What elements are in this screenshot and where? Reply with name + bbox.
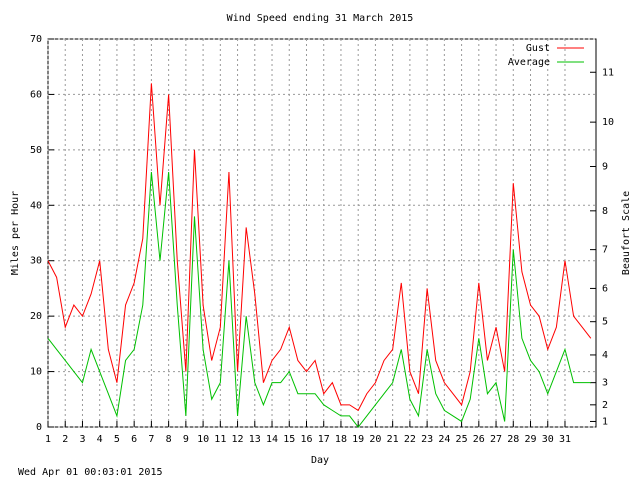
x-tick-label: 28 (507, 434, 519, 445)
x-tick-label: 23 (421, 434, 433, 445)
y2-tick-label: 2 (602, 400, 608, 411)
series-line (47, 83, 592, 412)
x-tick-label: 3 (79, 434, 85, 445)
x-tick-label: 20 (369, 434, 381, 445)
x-tick-label: 1 (45, 434, 51, 445)
x-tick-label: 10 (197, 434, 209, 445)
x-tick-label: 27 (490, 434, 502, 445)
y-tick-label: 60 (30, 89, 42, 100)
y-tick-label: 10 (30, 367, 42, 378)
y-tick-label: 0 (36, 422, 42, 433)
x-tick-label: 4 (97, 434, 103, 445)
y-tick-label: 40 (30, 200, 42, 211)
y2-tick-label: 1 (602, 416, 608, 427)
x-tick-label: 12 (232, 434, 244, 445)
x-tick-label: 24 (438, 434, 450, 445)
x-tick-label: 14 (266, 434, 278, 445)
y-tick-label: 20 (30, 311, 42, 322)
x-tick-label: 15 (283, 434, 295, 445)
y2-tick-label: 11 (602, 67, 614, 78)
x-tick-label: 13 (249, 434, 261, 445)
x-tick-label: 9 (183, 434, 189, 445)
y2-tick-label: 8 (602, 206, 608, 217)
y2-tick-label: 3 (602, 378, 608, 389)
x-tick-label: 8 (166, 434, 172, 445)
y2-tick-label: 4 (602, 350, 608, 361)
y2-tick-label: 9 (602, 161, 608, 172)
x-tick-label: 5 (114, 434, 120, 445)
x-tick-label: 7 (148, 434, 154, 445)
chart-title: Wind Speed ending 31 March 2015 (227, 13, 414, 24)
x-tick-label: 25 (456, 434, 468, 445)
x-tick-label: 19 (352, 434, 364, 445)
y2-tick-label: 7 (602, 245, 608, 256)
y-tick-label: 50 (30, 145, 42, 156)
plot-frame (47, 38, 597, 428)
y-tick-label: 30 (30, 256, 42, 267)
x-tick-label: 6 (131, 434, 137, 445)
x-tick-label: 16 (300, 434, 312, 445)
x-axis-label: Day (311, 455, 329, 466)
x-tick-label: 18 (335, 434, 347, 445)
x-tick-label: 31 (559, 434, 571, 445)
x-tick-label: 30 (542, 434, 554, 445)
x-tick-label: 11 (214, 434, 226, 445)
x-tick-label: 2 (62, 434, 68, 445)
legend-label: Average (508, 57, 550, 68)
y-tick-label: 70 (30, 34, 42, 45)
legend-label: Gust (526, 43, 550, 54)
x-tick-label: 29 (524, 434, 536, 445)
timestamp: Wed Apr 01 00:03:01 2015 (18, 467, 163, 478)
x-tick-label: 17 (318, 434, 330, 445)
x-tick-label: 22 (404, 434, 416, 445)
y2-tick-label: 5 (602, 317, 608, 328)
x-tick-label: 26 (473, 434, 485, 445)
x-tick-label: 21 (387, 434, 399, 445)
y2-tick-label: 6 (602, 283, 608, 294)
y-axis-label: Miles per Hour (10, 191, 21, 275)
y2-axis-label: Beaufort Scale (621, 191, 632, 275)
series-line (47, 171, 591, 428)
y2-tick-label: 10 (602, 117, 614, 128)
